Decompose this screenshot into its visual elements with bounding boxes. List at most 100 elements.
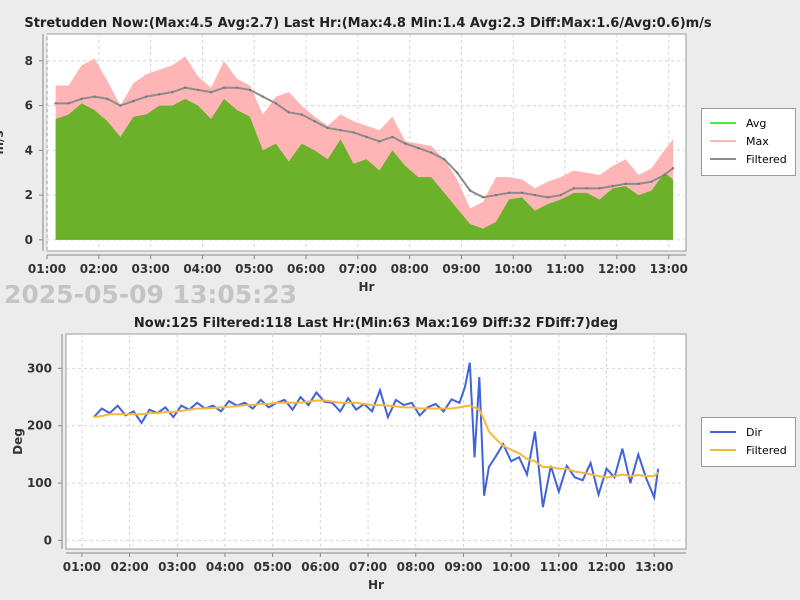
x-tick-label: 02:00: [80, 262, 118, 276]
filtered-point: [80, 97, 83, 101]
filtered-point: [391, 135, 394, 139]
y-tick-label: 200: [27, 419, 52, 433]
legend-item-avg: Avg: [710, 114, 787, 132]
filtered-point: [300, 113, 303, 116]
legend-item-dir: Dir: [710, 423, 787, 441]
filtered-point: [650, 180, 653, 183]
filtered-point: [520, 191, 524, 195]
filtered-point: [183, 86, 187, 89]
y-tick-label: 4: [25, 143, 33, 157]
x-tick-label: 13:00: [650, 262, 688, 276]
filtered-point: [663, 173, 666, 177]
x-tick-label: 02:00: [110, 560, 148, 574]
x-tick-label: 01:00: [28, 262, 66, 276]
legend-label-filtered-wind: Filtered: [746, 152, 787, 166]
x-tick-label: 11:00: [546, 262, 584, 276]
filtered-point: [106, 97, 109, 101]
x-tick-label: 10:00: [494, 262, 532, 276]
filtered-point: [339, 128, 342, 132]
filtered-point: [287, 111, 290, 114]
filtered-point: [671, 167, 675, 170]
filtered-point: [559, 193, 562, 197]
y-axis-label: Deg: [11, 428, 25, 455]
y-tick-label: 0: [44, 533, 52, 547]
x-tick-label: 06:00: [287, 262, 325, 276]
x-tick-label: 05:00: [254, 560, 292, 574]
x-axis-label: Hr: [359, 280, 375, 294]
y-tick-label: 100: [27, 476, 52, 490]
filtered-point: [171, 90, 174, 94]
x-tick-label: 03:00: [132, 262, 170, 276]
x-tick-label: 10:00: [492, 560, 530, 574]
x-tick-label: 04:00: [183, 262, 221, 276]
legend-label-max: Max: [746, 134, 769, 148]
x-tick-label: 07:00: [339, 262, 377, 276]
wind-speed-chart: 0 2 4 6 8 01:00 02:00 03:00 04:00 05:00 06:00 07:00…: [0, 33, 688, 294]
filtered-point: [132, 99, 135, 103]
filtered-point: [468, 189, 472, 192]
legend-item-max: Max: [710, 132, 787, 150]
legend-swatch-dir: [710, 431, 736, 433]
filtered-point: [248, 88, 252, 92]
x-tick-label: 06:00: [301, 560, 339, 574]
filtered-point: [585, 187, 588, 190]
y-tick-label: 8: [25, 54, 33, 68]
filtered-point: [546, 196, 550, 199]
wind-chart-title: Stretudden Now:(Max:4.5 Avg:2.7) Last Hr…: [24, 16, 712, 31]
legend-swatch-filtered-wind: [710, 158, 736, 160]
x-tick-label: 09:00: [442, 262, 480, 276]
x-tick-label: 08:00: [397, 560, 435, 574]
filtered-point: [67, 102, 70, 105]
direction-chart-title: Now:125 Filtered:118 Last Hr:(Min:63 Max…: [133, 316, 619, 331]
filtered-point: [417, 146, 420, 150]
legend-swatch-avg: [710, 122, 736, 124]
y-tick-label: 300: [27, 361, 52, 375]
legend-label-avg: Avg: [746, 116, 767, 130]
filtered-point: [119, 104, 122, 107]
x-tick-label: 09:00: [444, 560, 482, 574]
x-tick-label: 07:00: [349, 560, 387, 574]
x-tick-label: 04:00: [206, 560, 244, 574]
series-avg-area: [55, 98, 674, 240]
x-axis-label: Hr: [368, 578, 384, 592]
x-tick-label: 12:00: [587, 560, 625, 574]
filtered-point: [313, 120, 316, 123]
filtered-point: [235, 86, 239, 89]
filtered-point: [507, 191, 511, 195]
y-tick-label: 6: [25, 99, 33, 113]
filtered-point: [196, 88, 200, 92]
legend-item-filtered-wind: Filtered: [710, 150, 787, 168]
filtered-point: [209, 90, 213, 94]
filtered-point: [611, 184, 614, 188]
filtered-point: [222, 86, 226, 89]
x-tick-label: 01:00: [63, 560, 101, 574]
filtered-point: [326, 126, 329, 130]
wind-legend: Avg Max Filtered: [701, 108, 796, 176]
filtered-point: [378, 140, 381, 143]
x-tick-label: 13:00: [635, 560, 673, 574]
plot-area: [65, 333, 687, 550]
filtered-point: [430, 151, 433, 154]
x-tick-label: 12:00: [598, 262, 636, 276]
legend-item-filtered-dir: Filtered: [710, 441, 787, 459]
filtered-point: [352, 131, 355, 134]
direction-legend: Dir Filtered: [701, 417, 796, 467]
legend-label-dir: Dir: [746, 425, 763, 439]
filtered-point: [455, 171, 459, 174]
filtered-point: [54, 102, 57, 105]
y-axis-label: m/s: [0, 130, 6, 154]
filtered-point: [365, 135, 368, 139]
series-filtered-line: [93, 399, 659, 479]
x-tick-label: 11:00: [540, 560, 578, 574]
filtered-point: [145, 95, 148, 98]
filtered-point: [572, 187, 575, 190]
series-dir-line: [93, 362, 660, 508]
filtered-point: [481, 196, 485, 199]
filtered-point: [443, 158, 446, 161]
y-tick-label: 0: [25, 233, 33, 247]
filtered-point: [158, 93, 161, 96]
legend-swatch-filtered-dir: [710, 449, 736, 451]
filtered-point: [494, 193, 498, 197]
x-tick-label: 08:00: [391, 262, 429, 276]
